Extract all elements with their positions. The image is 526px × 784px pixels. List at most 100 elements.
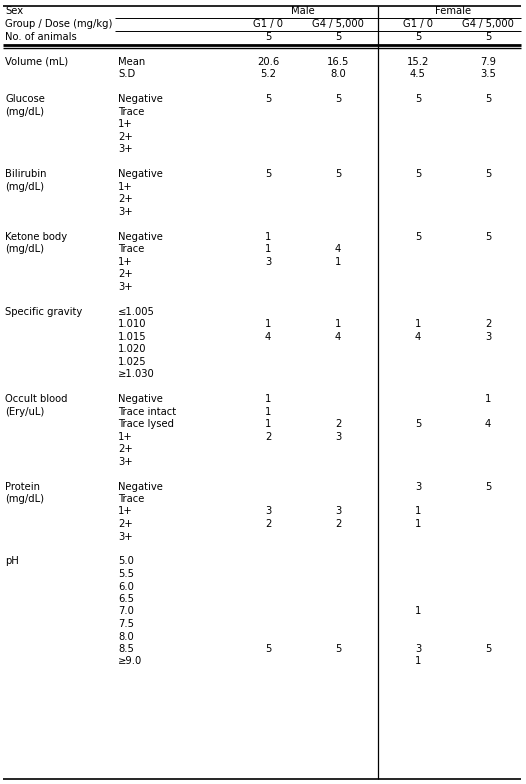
Text: 3+: 3+ bbox=[118, 206, 133, 216]
Text: 1: 1 bbox=[265, 244, 271, 254]
Text: 1: 1 bbox=[265, 231, 271, 241]
Text: 4: 4 bbox=[265, 332, 271, 342]
Text: 8.0: 8.0 bbox=[330, 69, 346, 79]
Text: 2: 2 bbox=[335, 419, 341, 429]
Text: 3: 3 bbox=[415, 481, 421, 492]
Text: 5: 5 bbox=[335, 94, 341, 104]
Text: 3.5: 3.5 bbox=[480, 69, 496, 79]
Text: Mean: Mean bbox=[118, 56, 145, 67]
Text: 1.025: 1.025 bbox=[118, 357, 147, 366]
Text: 2: 2 bbox=[335, 519, 341, 529]
Text: (mg/dL): (mg/dL) bbox=[5, 494, 44, 504]
Text: 5: 5 bbox=[265, 94, 271, 104]
Text: 15.2: 15.2 bbox=[407, 56, 429, 67]
Text: Occult blood: Occult blood bbox=[5, 394, 67, 404]
Text: Trace: Trace bbox=[118, 494, 144, 504]
Text: 2: 2 bbox=[265, 519, 271, 529]
Text: G1 / 0: G1 / 0 bbox=[253, 19, 283, 29]
Text: 6.0: 6.0 bbox=[118, 582, 134, 591]
Text: 1: 1 bbox=[415, 506, 421, 517]
Text: Group / Dose (mg/kg): Group / Dose (mg/kg) bbox=[5, 19, 113, 29]
Text: 1: 1 bbox=[265, 319, 271, 329]
Text: 1: 1 bbox=[265, 394, 271, 404]
Text: S.D: S.D bbox=[118, 69, 135, 79]
Text: Negative: Negative bbox=[118, 394, 163, 404]
Text: 5: 5 bbox=[415, 231, 421, 241]
Text: 1+: 1+ bbox=[118, 431, 133, 441]
Text: 7.5: 7.5 bbox=[118, 619, 134, 629]
Text: 4: 4 bbox=[335, 244, 341, 254]
Text: Negative: Negative bbox=[118, 169, 163, 179]
Text: Bilirubin: Bilirubin bbox=[5, 169, 46, 179]
Text: Ketone body: Ketone body bbox=[5, 231, 67, 241]
Text: Specific gravity: Specific gravity bbox=[5, 307, 82, 317]
Text: 1+: 1+ bbox=[118, 119, 133, 129]
Text: Negative: Negative bbox=[118, 481, 163, 492]
Text: 1: 1 bbox=[335, 319, 341, 329]
Text: 4: 4 bbox=[335, 332, 341, 342]
Text: 1+: 1+ bbox=[118, 256, 133, 267]
Text: G4 / 5,000: G4 / 5,000 bbox=[312, 19, 364, 29]
Text: 2+: 2+ bbox=[118, 269, 133, 279]
Text: Negative: Negative bbox=[118, 231, 163, 241]
Text: 2+: 2+ bbox=[118, 444, 133, 454]
Text: 5: 5 bbox=[265, 644, 271, 654]
Text: 5: 5 bbox=[485, 169, 491, 179]
Text: Female: Female bbox=[435, 6, 471, 16]
Text: 5: 5 bbox=[415, 32, 421, 42]
Text: No. of animals: No. of animals bbox=[5, 32, 77, 42]
Text: 3+: 3+ bbox=[118, 281, 133, 292]
Text: 2: 2 bbox=[485, 319, 491, 329]
Text: 5: 5 bbox=[265, 169, 271, 179]
Text: Glucose: Glucose bbox=[5, 94, 45, 104]
Text: 3: 3 bbox=[265, 256, 271, 267]
Text: 8.0: 8.0 bbox=[118, 631, 134, 641]
Text: 6.5: 6.5 bbox=[118, 594, 134, 604]
Text: Negative: Negative bbox=[118, 94, 163, 104]
Text: Trace lysed: Trace lysed bbox=[118, 419, 174, 429]
Text: Male: Male bbox=[291, 6, 315, 16]
Text: 1: 1 bbox=[415, 319, 421, 329]
Text: 5: 5 bbox=[415, 94, 421, 104]
Text: 1: 1 bbox=[415, 656, 421, 666]
Text: 7.0: 7.0 bbox=[118, 607, 134, 616]
Text: 1.020: 1.020 bbox=[118, 344, 147, 354]
Text: 1: 1 bbox=[415, 519, 421, 529]
Text: 1: 1 bbox=[415, 607, 421, 616]
Text: 5.2: 5.2 bbox=[260, 69, 276, 79]
Text: 5: 5 bbox=[485, 32, 491, 42]
Text: ≤1.005: ≤1.005 bbox=[118, 307, 155, 317]
Text: 3: 3 bbox=[335, 506, 341, 517]
Text: 2+: 2+ bbox=[118, 519, 133, 529]
Text: 4.5: 4.5 bbox=[410, 69, 426, 79]
Text: 3+: 3+ bbox=[118, 456, 133, 466]
Text: Trace: Trace bbox=[118, 107, 144, 117]
Text: Trace intact: Trace intact bbox=[118, 406, 176, 416]
Text: 3: 3 bbox=[415, 644, 421, 654]
Text: G1 / 0: G1 / 0 bbox=[403, 19, 433, 29]
Text: 5.5: 5.5 bbox=[118, 569, 134, 579]
Text: 5: 5 bbox=[485, 94, 491, 104]
Text: 5: 5 bbox=[415, 419, 421, 429]
Text: 3: 3 bbox=[485, 332, 491, 342]
Text: 5: 5 bbox=[265, 32, 271, 42]
Text: Volume (mL): Volume (mL) bbox=[5, 56, 68, 67]
Text: 1.015: 1.015 bbox=[118, 332, 147, 342]
Text: 1: 1 bbox=[265, 406, 271, 416]
Text: 5: 5 bbox=[485, 481, 491, 492]
Text: 1: 1 bbox=[265, 419, 271, 429]
Text: 5: 5 bbox=[485, 231, 491, 241]
Text: Sex: Sex bbox=[5, 6, 23, 16]
Text: 20.6: 20.6 bbox=[257, 56, 279, 67]
Text: (mg/dL): (mg/dL) bbox=[5, 244, 44, 254]
Text: G4 / 5,000: G4 / 5,000 bbox=[462, 19, 514, 29]
Text: 3+: 3+ bbox=[118, 144, 133, 154]
Text: (mg/dL): (mg/dL) bbox=[5, 182, 44, 191]
Text: 2+: 2+ bbox=[118, 132, 133, 141]
Text: 5: 5 bbox=[335, 169, 341, 179]
Text: 5: 5 bbox=[335, 644, 341, 654]
Text: ≥9.0: ≥9.0 bbox=[118, 656, 142, 666]
Text: 1: 1 bbox=[335, 256, 341, 267]
Text: 1+: 1+ bbox=[118, 506, 133, 517]
Text: 4: 4 bbox=[485, 419, 491, 429]
